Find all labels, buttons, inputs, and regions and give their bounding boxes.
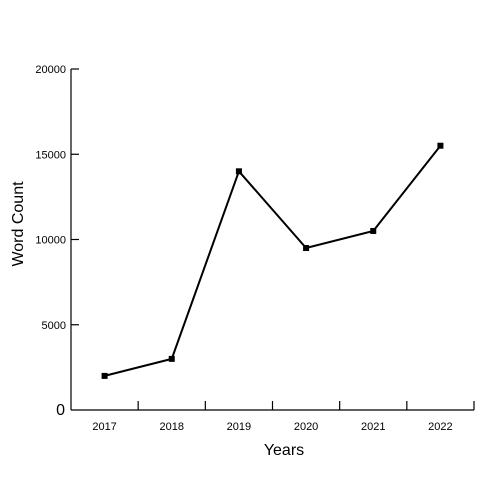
y-tick-label: 5000 xyxy=(42,320,66,332)
x-ticks: 2017 2018 2019 2020 2021 2022 xyxy=(92,401,475,433)
y-tick-label: 20000 xyxy=(35,64,66,76)
x-tick-label: 2022 xyxy=(428,421,452,433)
data-point xyxy=(303,245,310,252)
data-point xyxy=(235,168,242,175)
data-point xyxy=(101,372,108,379)
x-tick-label: 2019 xyxy=(227,421,251,433)
y-axis-label: Word Count xyxy=(10,181,27,267)
y-tick-label: 0 xyxy=(56,402,65,419)
data-point xyxy=(437,142,444,149)
y-tick-label: 10000 xyxy=(35,235,66,247)
y-ticks: 0 5000 10000 15000 20000 xyxy=(35,64,79,419)
y-tick-label: 15000 xyxy=(35,149,66,161)
series xyxy=(101,142,444,379)
axes xyxy=(70,69,474,411)
x-tick-label: 2018 xyxy=(160,421,184,433)
x-axis-label: Years xyxy=(264,442,304,459)
data-point xyxy=(370,227,377,234)
data-point xyxy=(168,355,175,362)
x-tick-label: 2021 xyxy=(361,421,385,433)
x-tick-label: 2020 xyxy=(294,421,318,433)
x-tick-label: 2017 xyxy=(92,421,116,433)
series-line xyxy=(104,145,442,377)
